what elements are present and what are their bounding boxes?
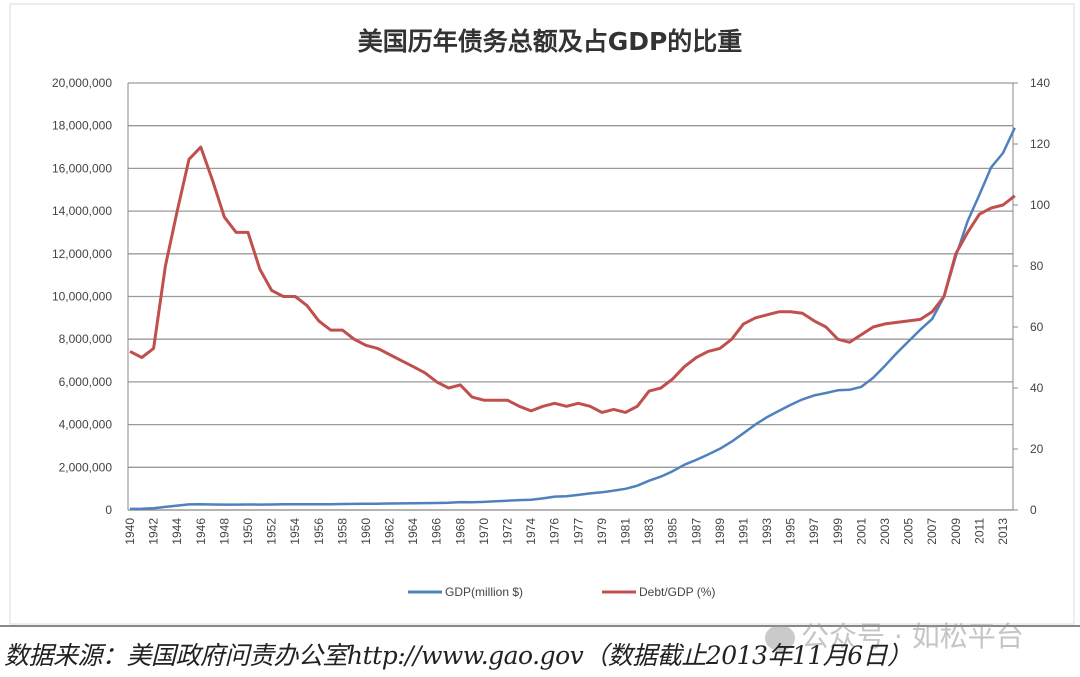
x-tick-label: 2003 xyxy=(878,518,892,545)
y-right-tick-label: 140 xyxy=(1030,76,1050,90)
y-left-tick-label: 16,000,000 xyxy=(52,161,112,175)
x-tick-label: 1942 xyxy=(147,518,161,545)
legend: GDP(million $) Debt/GDP (%) xyxy=(408,585,715,599)
x-tick-label: 1950 xyxy=(241,518,255,545)
gridlines xyxy=(128,82,1013,468)
source-caption: 数据来源：美国政府问责办公室http://www.gao.gov（数据截止201… xyxy=(4,641,912,670)
y-left-tick-label: 6,000,000 xyxy=(59,375,113,389)
y-right-tick-label: 100 xyxy=(1030,198,1050,212)
y-left-tick-label: 8,000,000 xyxy=(59,332,113,346)
x-tick-label: 1956 xyxy=(312,518,326,545)
axes: 0 2,000,000 4,000,000 6,000,000 8,000,000 10,… xyxy=(52,76,1050,545)
y-left-tick-label: 12,000,000 xyxy=(52,247,112,261)
x-tick-label: 1954 xyxy=(288,518,302,545)
x-tick-label: 1940 xyxy=(123,518,137,545)
x-tick-label: 1966 xyxy=(430,518,444,545)
x-tick-label: 1983 xyxy=(642,518,656,545)
legend-label: Debt/GDP (%) xyxy=(639,585,715,599)
x-tick-label: 2005 xyxy=(902,518,916,545)
y-left-tick-label: 14,000,000 xyxy=(52,204,112,218)
x-tick-label: 1977 xyxy=(571,518,585,545)
x-tick-label: 1960 xyxy=(359,518,373,545)
y-left-tick-label: 2,000,000 xyxy=(59,460,113,474)
y-right-tick-label: 60 xyxy=(1030,320,1044,334)
x-tick-label: 2001 xyxy=(854,518,868,545)
y-left-tick-label: 10,000,000 xyxy=(52,290,112,304)
x-tick-label: 2009 xyxy=(949,518,963,545)
x-tick-label: 1964 xyxy=(406,518,420,545)
x-tick-label: 1999 xyxy=(831,518,845,545)
series-line-debt-gdp xyxy=(129,145,1016,414)
y-left-tick-label: 18,000,000 xyxy=(52,119,112,133)
x-tick-label: 1991 xyxy=(736,518,750,545)
x-tick-label: 1974 xyxy=(524,518,538,545)
x-tick-label: 2011 xyxy=(972,518,986,544)
x-tick-label: 1979 xyxy=(595,518,609,545)
x-tick-label: 1981 xyxy=(618,518,632,545)
y-left-tick-label: 0 xyxy=(105,503,112,517)
wechat-icon xyxy=(765,625,795,651)
y-left-tick-label: 4,000,000 xyxy=(59,418,113,432)
watermark: 公众号 · 如松平台 xyxy=(765,615,1024,655)
x-tick-label: 1958 xyxy=(335,518,349,545)
watermark-text: 公众号 · 如松平台 xyxy=(801,620,1024,653)
x-tick-label: 1993 xyxy=(760,518,774,545)
y-right-tick-label: 20 xyxy=(1030,442,1044,456)
legend-label: GDP(million $) xyxy=(445,585,523,599)
y-right-tick-label: 120 xyxy=(1030,137,1050,151)
x-tick-label: 1972 xyxy=(501,518,515,545)
y-right-tick-label: 0 xyxy=(1030,503,1037,517)
y-right-tick-label: 40 xyxy=(1030,381,1044,395)
x-tick-label: 1952 xyxy=(265,518,279,545)
y-right-tick-label: 80 xyxy=(1030,259,1044,273)
separator xyxy=(0,625,1080,627)
series-line-gdp xyxy=(129,127,1016,511)
chart-title: 美国历年债务总额及占GDP的比重 xyxy=(358,27,743,56)
x-tick-label: 1985 xyxy=(666,518,680,545)
x-tick-label: 1970 xyxy=(477,518,491,545)
x-tick-label: 1946 xyxy=(194,518,208,545)
x-tick-label: 1968 xyxy=(453,518,467,545)
x-tick-label: 2013 xyxy=(996,518,1010,545)
series-group xyxy=(129,127,1016,511)
x-tick-label: 1989 xyxy=(713,518,727,545)
x-tick-label: 1948 xyxy=(217,518,231,545)
x-tick-label: 1962 xyxy=(383,518,397,545)
x-tick-label: 2007 xyxy=(925,518,939,545)
x-tick-label: 1976 xyxy=(548,518,562,545)
chart-frame xyxy=(9,3,1075,625)
chart: 美国历年债务总额及占GDP的比重 0 2,000,000 4,000,000 6,00… xyxy=(9,3,1075,625)
x-tick-label: 1944 xyxy=(170,518,184,545)
x-tick-label: 1995 xyxy=(784,518,798,545)
y-left-tick-label: 20,000,000 xyxy=(52,76,112,90)
x-tick-label: 1987 xyxy=(689,518,703,545)
x-tick-label: 1997 xyxy=(807,518,821,545)
